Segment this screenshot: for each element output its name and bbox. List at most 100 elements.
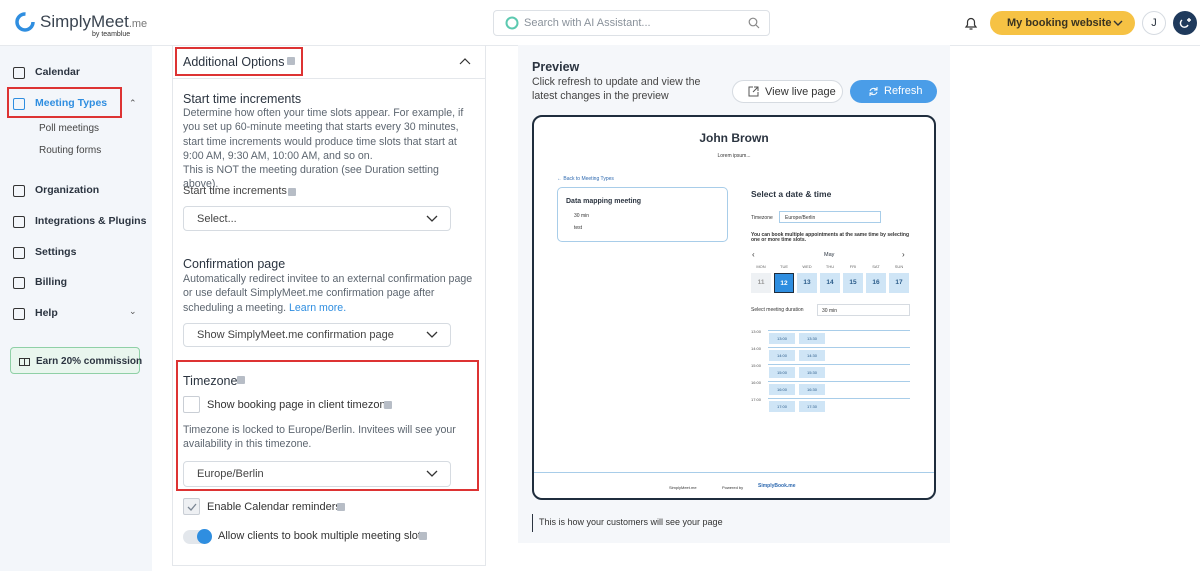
powered-by: Powered by [722, 485, 744, 490]
highlight-box [175, 47, 303, 76]
nav-item[interactable]: Billing [35, 276, 68, 288]
hour-label: 17:00 [751, 397, 762, 402]
field-note: This is NOT the meeting duration (see Du… [183, 164, 439, 191]
time-slot[interactable]: 16:00 [769, 384, 795, 395]
ai-icon [505, 16, 519, 30]
select-value: Show SimplyMeet.me confirmation page [197, 329, 394, 341]
highlight-box [7, 87, 122, 118]
nav-chevron[interactable]: ⌄ [129, 306, 137, 316]
account-icon[interactable] [1173, 11, 1197, 35]
toggle[interactable] [183, 529, 212, 544]
nav-item[interactable]: Meeting Types [35, 97, 108, 109]
nav-item[interactable]: Help [35, 307, 58, 319]
time-slot[interactable]: 17:30 [799, 401, 825, 412]
bell-icon[interactable] [963, 15, 979, 31]
day[interactable]: 12 [774, 273, 794, 293]
meeting-duration: 30 min [574, 213, 590, 219]
nav-icon [13, 216, 25, 228]
booking-website-button[interactable]: My booking website [990, 11, 1135, 35]
select-heading: Select a date & time [751, 189, 832, 199]
external-icon [748, 86, 759, 97]
footer-brand: SimplyMeet.me [669, 485, 697, 490]
field-description: Determine how often your time slots appe… [183, 107, 464, 163]
info-icon [287, 57, 295, 65]
time-slot[interactable]: 13:00 [769, 333, 795, 344]
avatar[interactable]: J [1142, 11, 1166, 35]
learn-more-link[interactable]: Learn more. [289, 301, 347, 314]
nav-subitem[interactable]: Poll meetings [39, 123, 100, 134]
select[interactable]: Europe/Berlin [183, 461, 451, 487]
preview-caption: This is how your customers will see your… [539, 517, 723, 527]
refresh-button[interactable]: Refresh [850, 80, 937, 103]
promo-box[interactable]: Earn 20% commission [10, 347, 142, 374]
logo-suffix: .me [128, 18, 148, 30]
field-description: Automatically redirect invitee to an ext… [183, 272, 478, 315]
host-subtitle: Lorem ipsum... [717, 153, 751, 159]
day[interactable]: 14 [820, 273, 840, 293]
nav-item[interactable]: Settings [35, 246, 77, 258]
time-slot[interactable]: 15:30 [799, 367, 825, 378]
time-slot[interactable]: 17:00 [769, 401, 795, 412]
day[interactable]: 16 [866, 273, 886, 293]
checkbox-checked[interactable] [183, 498, 200, 515]
nav-icon [13, 308, 25, 320]
day[interactable]: 17 [889, 273, 909, 293]
sidebar [0, 46, 152, 571]
search-box[interactable]: Search with AI Assistant... [493, 10, 770, 36]
time-slot[interactable]: 14:30 [799, 350, 825, 361]
back-link[interactable]: ← Back to Meeting Types [557, 176, 614, 182]
day[interactable]: 13 [797, 273, 817, 293]
chevron [426, 215, 438, 222]
divider [172, 78, 486, 79]
collapse-chevron[interactable] [459, 57, 471, 65]
time-slot[interactable]: 13:30 [799, 333, 825, 344]
nav-icon [13, 247, 25, 259]
logo: SimplyMeet.me [40, 12, 147, 32]
footer-brand: SimplyBook.me [758, 483, 796, 489]
duration-select[interactable]: 30 min [817, 304, 910, 316]
hour-line [768, 347, 910, 348]
select[interactable]: Select... [183, 206, 451, 231]
day[interactable]: 15 [843, 273, 863, 293]
time-slot[interactable]: 14:00 [769, 350, 795, 361]
next-month[interactable]: › [902, 250, 905, 259]
select-value: Europe/Berlin [197, 468, 264, 480]
checkbox[interactable] [183, 396, 200, 413]
time-slot[interactable]: 15:00 [769, 367, 795, 378]
meeting-location: test [574, 225, 583, 231]
button-label: View live page [765, 86, 836, 98]
nav-icon [13, 98, 25, 110]
timezone-label: Timezone [751, 215, 773, 221]
month: May [824, 252, 835, 258]
button-label: Refresh [884, 85, 923, 97]
prev-month[interactable]: ‹ [752, 250, 755, 259]
field-heading: Timezone [183, 374, 238, 388]
info-icon [288, 188, 296, 196]
chevron [426, 470, 438, 477]
nav-item[interactable]: Calendar [35, 66, 80, 78]
button-label: My booking website [1007, 17, 1112, 29]
view-live-button[interactable]: View live page [732, 80, 843, 103]
select-value: Select... [197, 212, 237, 225]
field-note: Timezone is locked to Europe/Berlin. Inv… [183, 424, 456, 451]
search-icon [748, 17, 760, 29]
timezone-select[interactable]: Europe/Berlin [779, 211, 881, 223]
weekday: FRI [849, 264, 857, 269]
logo-icon [15, 12, 35, 32]
select[interactable]: Show SimplyMeet.me confirmation page [183, 323, 451, 347]
nav-item[interactable]: Integrations & Plugins [35, 215, 147, 227]
nav-chevron[interactable]: ⌃ [129, 98, 137, 108]
nav-item[interactable]: Organization [35, 184, 100, 196]
checkbox-label: Enable Calendar reminders [207, 501, 341, 513]
time-slot[interactable]: 16:30 [799, 384, 825, 395]
checkbox-label: Show booking page in client timezone [207, 399, 392, 411]
info-icon [384, 401, 392, 409]
multi-note: You can book multiple appointments at th… [751, 232, 909, 243]
nav-subitem[interactable]: Routing forms [39, 145, 102, 156]
caption-bar [532, 514, 533, 532]
nav-icon [13, 67, 25, 79]
field-label: Start time increments [183, 185, 287, 197]
duration-label: Select meeting duration [751, 307, 804, 313]
